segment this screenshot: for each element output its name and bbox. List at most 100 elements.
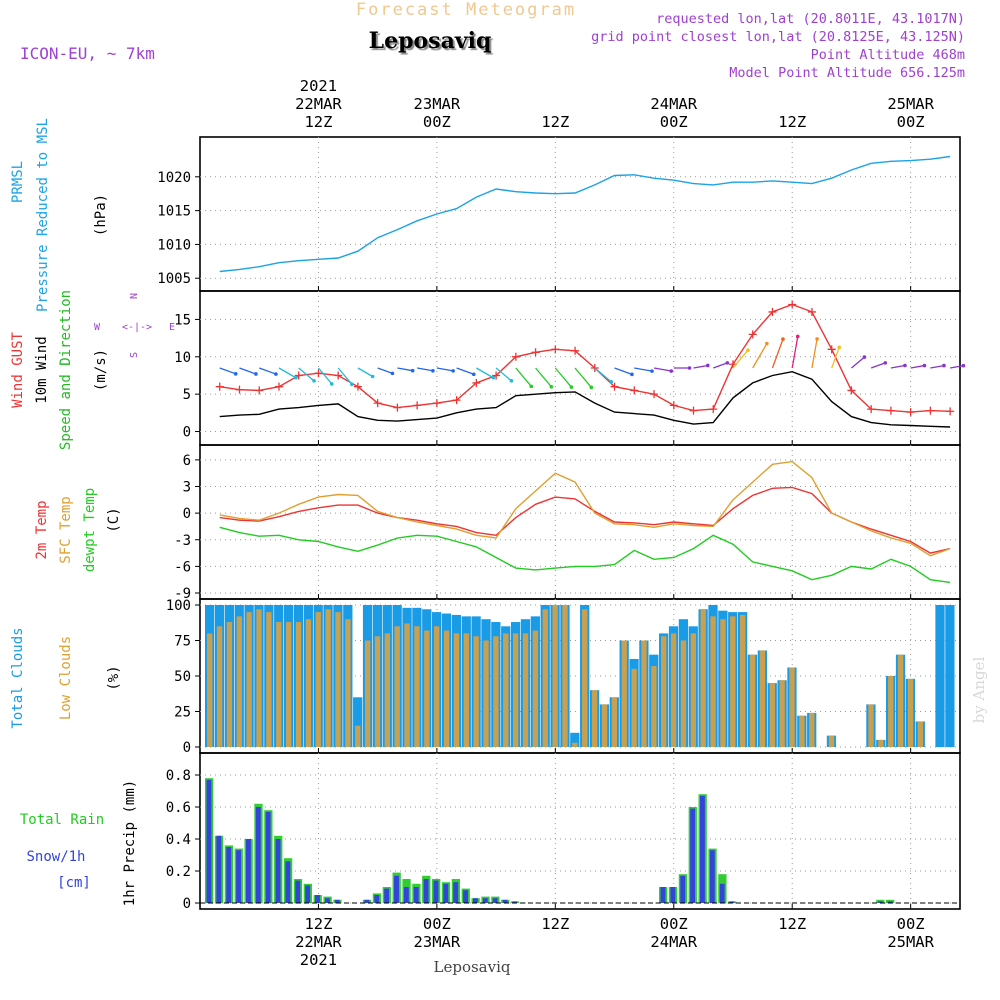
bottom-axis-hour: 12Z: [541, 915, 569, 933]
low-cloud-bar: [572, 742, 578, 747]
gust-point: [353, 382, 362, 391]
low-cloud-bar: [394, 626, 400, 747]
low-cloud-bar: [236, 616, 242, 747]
low-cloud-bar: [364, 640, 371, 747]
panel-frame-wind: [199, 290, 961, 446]
gust-point: [551, 345, 560, 354]
snow-bar: [660, 887, 666, 903]
panel-frame-precip: [199, 752, 961, 910]
snow-bar: [472, 898, 478, 903]
low-cloud-bar: [888, 676, 894, 747]
bottom-axis-hour: 00Z: [423, 915, 451, 933]
precip-label-rain: Total Rain: [20, 812, 104, 828]
requested-coords: requested lon,lat (20.8011E, 43.1017N): [656, 11, 965, 27]
wind-arrow: [950, 365, 964, 369]
snow-bar: [680, 875, 686, 903]
snow-bar: [236, 850, 241, 903]
wind-arrow-head: [491, 375, 496, 380]
gust-point: [334, 371, 343, 380]
snow-bar: [255, 807, 261, 903]
bottom-axis-year: 2021: [300, 951, 337, 969]
bottom-axis-date: 24MAR: [650, 933, 697, 951]
low-cloud-bar: [799, 715, 805, 747]
low-cloud-bar: [611, 697, 618, 747]
ytick-label-temperature: -9: [174, 586, 191, 602]
wind-arrow-head: [903, 363, 907, 368]
low-cloud-bar: [374, 636, 381, 747]
low-cloud-bar: [700, 609, 706, 747]
gust-point: [274, 382, 283, 391]
low-cloud-bar: [226, 622, 233, 747]
product-title: Forecast Meteogram: [356, 0, 576, 20]
ytick-label-precip: 0.4: [166, 832, 191, 848]
series-line-wind-1: [219, 370, 951, 428]
ytick-label-clouds: 100: [166, 598, 191, 614]
snow-bar: [295, 880, 301, 903]
gust-point: [511, 352, 520, 361]
wind-arrow: [732, 349, 749, 369]
snow-bar: [285, 861, 291, 903]
wind-arrow-head: [471, 372, 476, 377]
wind-arrow-head: [609, 380, 614, 384]
gust-point: [255, 386, 264, 395]
compass-n: N: [129, 293, 140, 299]
low-cloud-bar: [789, 667, 795, 747]
low-cloud-bar: [424, 630, 430, 747]
wind-arrow-head: [725, 361, 730, 365]
low-cloud-bar: [562, 605, 568, 747]
low-cloud-bar: [651, 666, 657, 747]
low-cloud-bar: [305, 619, 312, 747]
wind-arrow: [495, 367, 512, 382]
snow-bar: [700, 795, 705, 903]
bottom-axis-hour: 12Z: [304, 915, 332, 933]
wind-arrow-head: [795, 334, 800, 339]
gust-point: [531, 348, 540, 357]
gust-point: [768, 307, 777, 316]
wind-arrow: [258, 367, 277, 375]
station-title: Leposaviq: [369, 28, 492, 54]
gust-point: [492, 371, 501, 380]
wind-arrow: [377, 367, 393, 374]
low-cloud-bar: [868, 704, 874, 747]
gust-point: [630, 386, 639, 395]
snow-bar: [226, 847, 232, 903]
gust-point: [807, 307, 816, 316]
snow-bar: [877, 901, 883, 903]
wind-arrow-head: [630, 372, 634, 377]
wind-arrow: [930, 364, 945, 369]
low-cloud-bar: [631, 668, 637, 747]
top-axis-hour: 12Z: [541, 113, 569, 131]
snow-bar: [384, 888, 390, 903]
low-cloud-bar: [522, 633, 529, 747]
wind-arrow-head: [451, 369, 455, 373]
gust-point: [432, 399, 441, 408]
gust-point: [867, 405, 876, 414]
clouds-label-total: Total Clouds: [10, 627, 26, 728]
ytick-label-precip: 0.2: [166, 864, 191, 880]
snow-bar: [374, 895, 380, 903]
low-cloud-bar: [483, 640, 489, 747]
low-cloud-bar: [345, 619, 351, 747]
gust-point: [946, 407, 955, 416]
wind-arrow: [634, 367, 653, 372]
bottom-axis-hour: 00Z: [660, 915, 688, 933]
wind-arrow: [574, 367, 592, 388]
low-cloud-bar: [878, 739, 884, 747]
wind-arrow-head: [312, 379, 316, 383]
ytick-label-pressure: 1015: [157, 204, 191, 220]
ytick-label-temperature: -3: [174, 533, 191, 549]
gust-point: [886, 406, 895, 415]
ytick-label-pressure: 1020: [157, 170, 191, 186]
wind-arrow-head: [746, 348, 750, 352]
gust-point: [610, 382, 619, 391]
snow-bar: [364, 899, 370, 903]
low-cloud-bar: [730, 616, 736, 747]
low-cloud-bar: [276, 622, 282, 747]
ytick-label-temperature: -6: [174, 559, 191, 575]
low-cloud-bar: [246, 612, 252, 747]
low-cloud-bar: [434, 626, 440, 747]
low-cloud-bar: [621, 640, 627, 747]
wind-arrow-head: [509, 379, 514, 383]
snow-bar: [482, 898, 488, 903]
snow-bar: [423, 879, 429, 903]
